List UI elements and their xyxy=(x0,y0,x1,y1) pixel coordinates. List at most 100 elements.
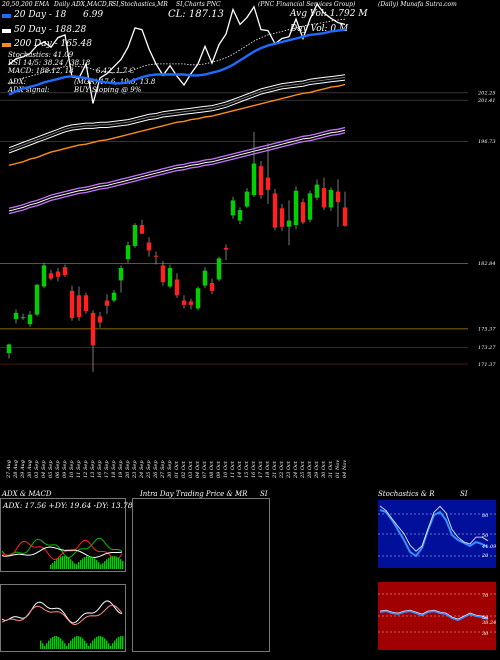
stoch-k-line xyxy=(379,509,489,558)
stoch-axis-label: 80 xyxy=(482,513,489,519)
adx-histogram-bar xyxy=(120,559,122,569)
adx-histogram-bar xyxy=(74,563,76,569)
candlesticks xyxy=(6,131,348,372)
header-site: (Daily) Munafa Sutra.com xyxy=(378,1,457,8)
legend-stochastics: Stochastics: 41.09 xyxy=(8,51,74,59)
macd-histogram-bar xyxy=(114,640,116,649)
candle-body xyxy=(307,193,313,220)
candle-body xyxy=(41,265,47,287)
macd-histogram-bar xyxy=(120,636,122,649)
candle-body xyxy=(48,273,54,279)
rsi-lines: 70 50 30 38.24 xyxy=(378,593,496,637)
macd-histogram-bar xyxy=(94,638,96,649)
adx-line xyxy=(1,546,123,559)
date-tick-label: 19 Sep xyxy=(118,460,124,478)
candle-body xyxy=(104,300,110,306)
macd-signal-line xyxy=(1,604,123,626)
rsi-line xyxy=(379,609,489,622)
adx-histogram-bar xyxy=(62,556,64,569)
adx-histogram-bar xyxy=(58,557,60,569)
macd-histogram-bar xyxy=(78,636,80,649)
date-tick-label: 15 Oct xyxy=(244,460,250,478)
date-tick-label: 23 Sep xyxy=(132,460,138,479)
ema200-line xyxy=(8,83,346,166)
date-tick-label: 28 Aug xyxy=(13,460,19,479)
header-ema-label: 20,50,200 EMA xyxy=(2,1,50,8)
candle-body xyxy=(6,344,12,354)
candle-body xyxy=(146,242,152,251)
candle-body xyxy=(97,316,103,323)
adx-histogram-bar xyxy=(50,564,52,569)
date-tick-label: 30 Oct xyxy=(321,460,327,478)
legend-ema50: 50 Day - 188.28 xyxy=(14,25,87,35)
rsi-axis-label: 38.24 xyxy=(482,620,496,626)
stoch-axis-label: 50 xyxy=(482,533,489,539)
date-tick-label: 01 Nov xyxy=(335,460,341,478)
macd-histogram-bar xyxy=(64,643,66,649)
macd-histogram-bar xyxy=(98,636,100,649)
adx-histogram-bar xyxy=(118,557,120,569)
violet-trend-line-1 xyxy=(8,132,346,215)
macd-histogram-bar xyxy=(92,640,94,649)
candle-body xyxy=(300,202,306,223)
candle-body xyxy=(279,208,285,227)
date-tick-label: 31 Oct xyxy=(328,460,334,478)
close-price-label: CL: 187.13 xyxy=(168,9,224,20)
legend-ema20: 20 Day - 18 xyxy=(14,10,67,20)
candle-body xyxy=(321,188,327,208)
date-tick-label: 09 Oct xyxy=(216,460,222,478)
macd-histogram-bar xyxy=(58,636,60,649)
macd-histogram-bar xyxy=(110,645,112,649)
price-level-label: 202.25 xyxy=(477,91,496,97)
macd-histogram-bar xyxy=(56,636,58,649)
date-tick-label: 05 Sep xyxy=(48,460,54,478)
stoch-d-line xyxy=(379,505,489,552)
macd-histogram-bar xyxy=(82,638,84,649)
date-tick-label: 06 Sep xyxy=(55,460,61,478)
candle-body xyxy=(90,312,96,346)
candle-body xyxy=(55,271,61,277)
macd-histogram-bar xyxy=(76,636,78,649)
adx-histogram-bar xyxy=(92,557,94,569)
macd-histogram-bar xyxy=(96,636,98,649)
date-tick-label: 29 Oct xyxy=(314,460,320,479)
date-tick-label: 26 Sep xyxy=(153,460,159,479)
candle-body xyxy=(230,200,236,216)
macd-histogram-bar xyxy=(52,636,54,649)
date-tick-label: 16 Sep xyxy=(97,460,103,478)
macd-histogram-bar xyxy=(84,640,86,649)
moving-averages xyxy=(8,2,346,215)
rsi-signal-line xyxy=(379,609,489,620)
candle-body xyxy=(342,207,348,226)
date-tick-label: 20 Sep xyxy=(125,460,131,479)
adx-panel-title: ADX & MACD xyxy=(2,490,52,498)
intraday-panel-title: Intra Day Trading Price & MR xyxy=(140,490,248,498)
macd-histogram-bar xyxy=(80,636,82,649)
macd-line xyxy=(1,600,123,624)
date-tick-label: 29 Aug xyxy=(20,460,26,479)
legend-adx-values: (MGR) 17.6, 19.6, 13.8 xyxy=(74,78,156,86)
stoch-axis-label: 20 xyxy=(481,553,489,559)
candle-body xyxy=(237,210,243,221)
candle-body xyxy=(216,258,222,280)
candle-body xyxy=(244,191,250,207)
macd-histogram-bar xyxy=(100,636,102,649)
candle-body xyxy=(188,301,194,305)
candle-body xyxy=(202,270,208,286)
adx-histogram-bar xyxy=(100,564,102,569)
header-company: (PNC Financial Services Group) xyxy=(258,1,356,8)
macd-histogram-bar xyxy=(66,645,68,649)
adx-histogram-bar xyxy=(116,556,118,569)
adx-histogram-bar xyxy=(72,561,74,569)
price-level-label: 175.37 xyxy=(478,327,496,333)
date-tick-label: 22 Oct xyxy=(279,460,285,479)
adx-histogram-bar xyxy=(60,556,62,569)
macd-histogram-bar xyxy=(74,636,76,649)
macd-histogram-bar xyxy=(62,640,64,649)
date-tick-label: 03 Oct xyxy=(188,460,194,478)
macd-histogram-bar xyxy=(106,640,108,649)
intraday-box xyxy=(132,498,270,652)
price-level-label: 201.41 xyxy=(477,98,496,104)
date-tick-label: 04 Oct xyxy=(195,460,201,478)
